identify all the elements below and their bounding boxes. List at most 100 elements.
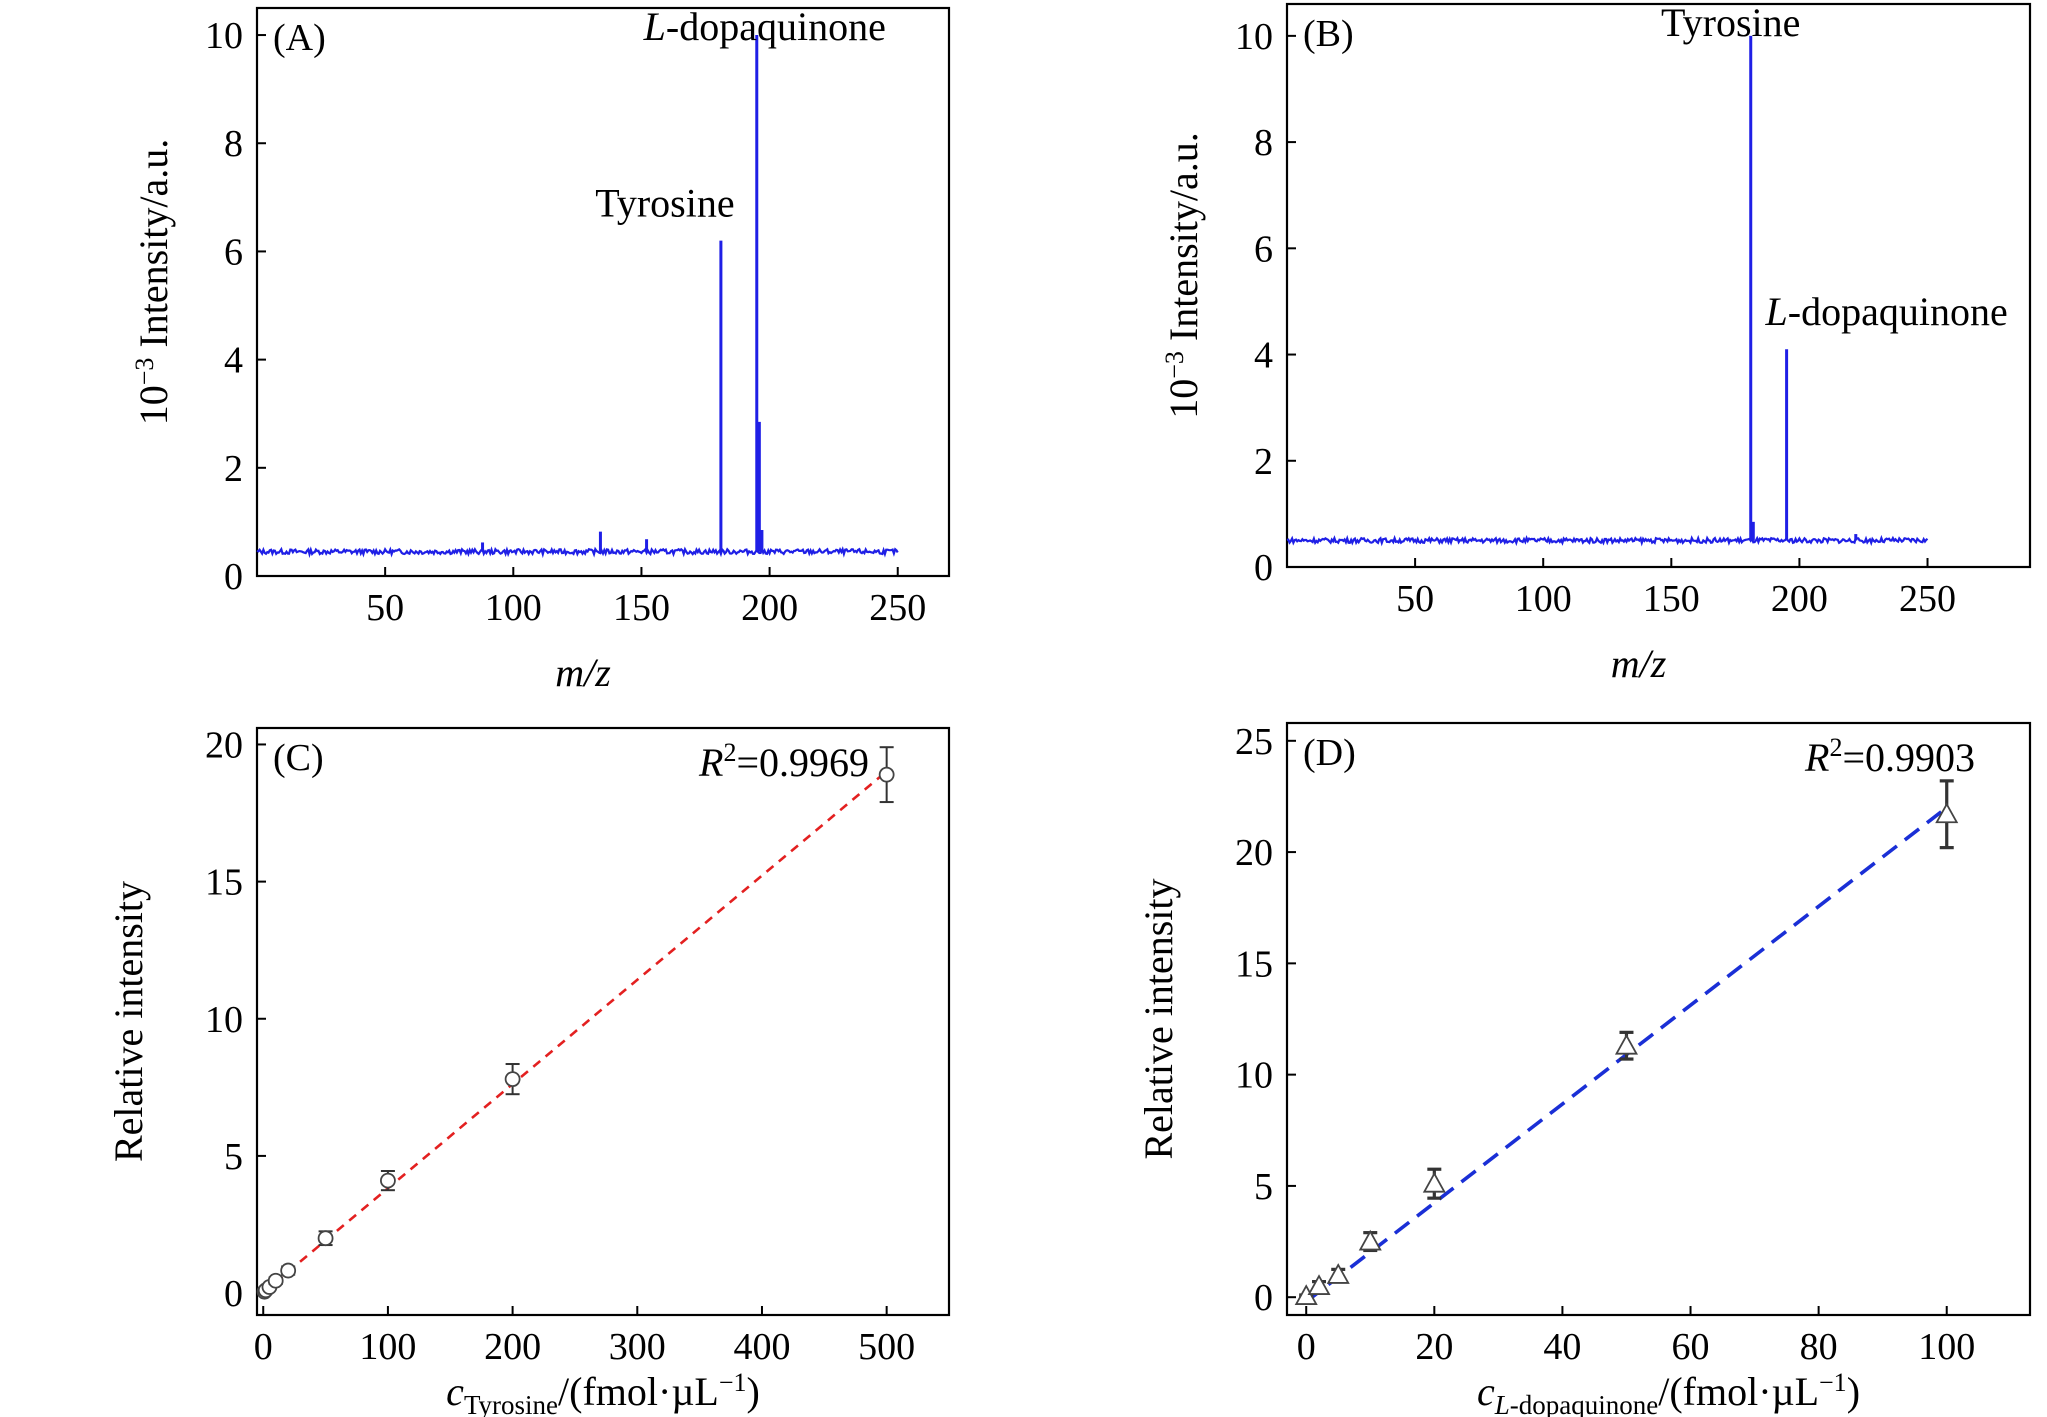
text-part: L xyxy=(1765,289,1788,334)
panel-a: 50 100 150 200 250 0 2 4 6 8 10 (A) Tyrosine L-dopaqu… xyxy=(130,4,951,695)
plot-frame xyxy=(255,6,951,578)
data-point xyxy=(1614,1033,1639,1055)
x-tick-label: 200 xyxy=(1771,578,1828,620)
text-part: -dopaquinone xyxy=(1788,289,2008,334)
text-part: /(fmol·µL xyxy=(558,1369,719,1414)
text-part: 2 xyxy=(723,738,736,767)
text-part: =0.9969 xyxy=(736,740,869,785)
x-tick-label: 400 xyxy=(733,1326,790,1368)
y-tick-label: 10 xyxy=(205,999,243,1041)
x-tick-label: 50 xyxy=(1396,578,1434,620)
x-tick-label: 20 xyxy=(1415,1326,1453,1368)
x-tick-label: 60 xyxy=(1672,1326,1710,1368)
x-tick-label: 300 xyxy=(609,1326,666,1368)
y-tick-label: 20 xyxy=(205,724,243,766)
y-axis-label: 10−3 Intensity/a.u. xyxy=(1160,132,1206,419)
text-part: −1 xyxy=(719,1368,747,1397)
x-tick-label: 200 xyxy=(484,1326,541,1368)
y-tick-label: 10 xyxy=(1235,1055,1273,1097)
y-tick-label: 0 xyxy=(224,556,243,598)
panel-label: (D) xyxy=(1303,732,1356,774)
text-part: Intensity/a.u. xyxy=(1161,132,1206,351)
x-tick-label: 100 xyxy=(359,1326,416,1368)
panel-label: (C) xyxy=(273,737,324,779)
text-part: R xyxy=(1804,735,1829,780)
panel-label: (B) xyxy=(1303,13,1354,55)
x-tick-label: 250 xyxy=(869,587,926,629)
text-part: −3 xyxy=(130,358,159,386)
x-tick-label: 100 xyxy=(485,587,542,629)
y-tick-label: 15 xyxy=(1235,943,1273,985)
x-axis-label: cL-dopaquinone/(fmol·µL−1) xyxy=(1477,1368,1860,1417)
peak-annotation: L-dopaquinone xyxy=(643,4,886,49)
panel-d: 0 20 40 60 80 100 0 5 10 15 20 25 (D) R2=0.9903 cL-dop… xyxy=(1136,721,2032,1417)
y-tick-label: 8 xyxy=(1254,122,1273,164)
x-axis-label: cTyrosine/(fmol·µL−1) xyxy=(446,1368,760,1417)
y-tick-label: 20 xyxy=(1235,832,1273,874)
y-tick-label: 2 xyxy=(224,448,243,490)
text-part: Tyrosine xyxy=(595,181,734,226)
y-tick-label: 0 xyxy=(1254,1277,1273,1319)
y-tick-label: 0 xyxy=(1254,547,1273,589)
text-part: -dopaquinone xyxy=(666,4,886,49)
fit-line xyxy=(262,770,888,1294)
text-part: /(fmol·µL xyxy=(1658,1369,1819,1414)
text-part: =0.9903 xyxy=(1842,735,1975,780)
text-part: Tyrosine xyxy=(1661,0,1800,45)
r-squared-label: R2=0.9969 xyxy=(698,738,869,785)
y-tick-label: 0 xyxy=(224,1273,243,1315)
panel-b: 50 100 150 200 250 0 2 4 6 8 10 (B) Tyrosine L-dopaqu… xyxy=(1160,0,2032,686)
x-tick-label: 100 xyxy=(1515,578,1572,620)
y-tick-label: 8 xyxy=(224,123,243,165)
x-tick-label: 0 xyxy=(1297,1326,1316,1368)
text-part: −3 xyxy=(1160,351,1189,379)
panel-c: 0 100 200 300 400 500 0 5 10 15 20 (C) R2=0.9969 cTyr… xyxy=(106,724,951,1417)
y-tick-label: 5 xyxy=(224,1136,243,1178)
data-point xyxy=(380,1172,396,1189)
text-part: R xyxy=(698,740,723,785)
peak-annotation: Tyrosine xyxy=(1661,0,1800,45)
data-point xyxy=(1326,1263,1350,1284)
y-tick-label: 5 xyxy=(1254,1166,1273,1208)
text-part: c xyxy=(446,1369,464,1414)
x-tick-label: 500 xyxy=(858,1326,915,1368)
r-squared-label: R2=0.9903 xyxy=(1804,733,1975,780)
x-tick-label: 50 xyxy=(366,587,404,629)
text-part: ) xyxy=(1847,1369,1860,1414)
y-tick-label: 10 xyxy=(205,15,243,57)
plot-frame xyxy=(1285,721,2032,1317)
spectrum-baseline xyxy=(1286,534,1929,547)
y-tick-label: 6 xyxy=(224,231,243,273)
plot-frame xyxy=(1285,2,2032,569)
y-tick-label: 2 xyxy=(1254,441,1273,483)
data-point xyxy=(280,1262,297,1279)
text-part: L xyxy=(1494,1390,1510,1417)
x-tick-label: 150 xyxy=(1643,578,1700,620)
x-tick-label: 250 xyxy=(1899,578,1956,620)
x-tick-label: 0 xyxy=(254,1326,273,1368)
text-part: ) xyxy=(746,1369,759,1414)
x-tick-label: 80 xyxy=(1800,1326,1838,1368)
x-tick-label: 100 xyxy=(1918,1326,1975,1368)
data-point xyxy=(1935,802,1959,824)
spectrum-baseline xyxy=(256,545,899,559)
y-axis-label: Relative intensity xyxy=(106,881,151,1162)
text-part: 10 xyxy=(131,385,176,425)
data-point xyxy=(1422,1171,1446,1193)
x-axis-label: m/z xyxy=(555,650,611,695)
x-tick-label: 40 xyxy=(1543,1326,1581,1368)
data-point xyxy=(1358,1229,1382,1251)
y-axis-label: 10−3 Intensity/a.u. xyxy=(130,139,176,426)
y-axis-label: Relative intensity xyxy=(1136,878,1181,1159)
y-tick-label: 25 xyxy=(1235,721,1273,763)
y-tick-label: 4 xyxy=(1254,335,1273,377)
plot-frame xyxy=(255,726,951,1317)
peak-annotation: Tyrosine xyxy=(595,181,734,226)
data-point xyxy=(878,766,895,783)
y-tick-label: 15 xyxy=(205,862,243,904)
text-part: −1 xyxy=(1819,1368,1847,1397)
x-tick-label: 150 xyxy=(613,587,670,629)
y-tick-label: 6 xyxy=(1254,228,1273,270)
text-part: Intensity/a.u. xyxy=(131,139,176,358)
